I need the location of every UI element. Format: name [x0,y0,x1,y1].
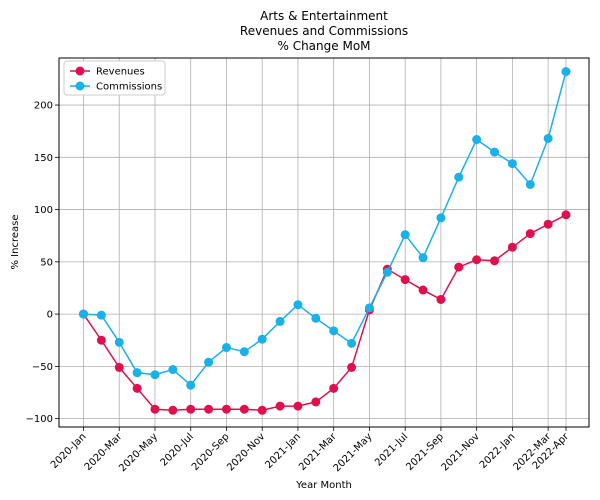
data-point-revenues [114,362,124,372]
series-line-commissions [83,71,567,387]
data-point-commissions [436,213,446,223]
data-point-revenues [275,401,285,411]
series-line-revenues [82,214,567,412]
data-point-revenues [436,294,446,304]
data-point-revenues [525,229,535,239]
y-tick-label: −50 [32,362,53,373]
data-point-revenues [507,242,517,252]
legend-marker-commissions [75,81,85,91]
data-point-commissions [186,380,196,390]
data-point-commissions [311,313,321,323]
series-commissions [79,67,571,390]
data-point-revenues [311,397,321,407]
data-point-commissions [364,303,374,313]
data-point-commissions [507,159,517,169]
data-point-commissions [96,310,106,320]
y-tick-label: 0 [47,310,53,321]
y-tick-label: 150 [34,153,53,164]
data-point-commissions [472,135,482,145]
data-point-revenues [418,285,428,295]
data-point-revenues [472,255,482,265]
y-tick-label: 50 [40,257,53,268]
data-point-revenues [204,404,214,414]
y-tick-label: 100 [34,205,53,216]
data-point-revenues [96,335,106,345]
data-point-commissions [418,253,428,263]
y-tick-label: 200 [34,101,53,112]
chart-title-line-3: % Change MoM [277,39,370,53]
chart-title-line-1: Arts & Entertainment [260,9,388,23]
data-point-revenues [150,404,160,414]
data-point-revenues [490,256,500,266]
data-point-commissions [543,133,553,143]
data-point-commissions [525,179,535,189]
data-point-revenues [257,405,267,415]
data-point-revenues [561,210,571,220]
y-axis-label: % Increase [10,215,21,270]
data-point-commissions [204,357,214,367]
data-point-commissions [490,147,500,157]
data-point-revenues [239,404,249,414]
data-point-commissions [382,267,392,277]
data-point-revenues [132,383,142,393]
data-point-commissions [150,370,160,380]
data-point-revenues [329,383,339,393]
series-layer [79,67,571,415]
data-point-commissions [329,326,339,336]
data-point-commissions [257,334,267,344]
legend-label-commissions: Commissions [96,82,162,93]
plot-frame [58,57,590,428]
series-revenues [79,210,571,415]
legend-label-revenues: Revenues [96,67,145,78]
data-point-commissions [239,347,249,357]
data-point-commissions [293,300,303,310]
data-point-revenues [347,362,357,372]
data-point-commissions [168,365,178,375]
data-point-commissions [561,67,571,77]
chart-title-line-2: Revenues and Commissions [240,24,408,38]
legend-marker-revenues [75,66,85,76]
data-point-commissions [400,230,410,240]
data-point-revenues [186,404,196,414]
legend: Revenues Commissions [63,60,166,96]
data-point-commissions [221,343,231,353]
data-point-commissions [132,368,142,378]
data-point-revenues [400,275,410,285]
data-point-commissions [347,338,357,348]
data-point-revenues [543,219,553,229]
grid [59,58,589,427]
data-point-revenues [454,262,464,272]
x-axis-label: Year Month [295,480,352,491]
data-point-revenues [168,405,178,415]
y-axis-ticks: −100 −50 0 50 100 150 200 [26,101,59,425]
data-point-commissions [114,337,124,347]
data-point-commissions [454,172,464,182]
data-point-revenues [221,404,231,414]
data-point-revenues [293,401,303,411]
data-point-commissions [79,309,88,319]
data-point-commissions [275,316,285,326]
y-tick-label: −100 [26,414,53,425]
